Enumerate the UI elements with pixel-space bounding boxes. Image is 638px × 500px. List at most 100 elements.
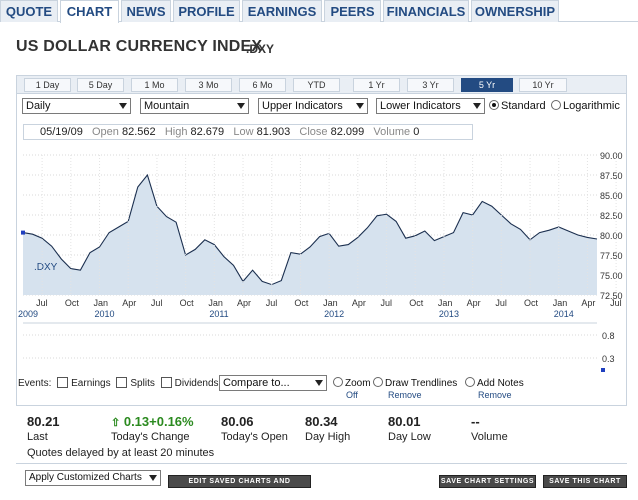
ohlc-readout: 05/19/09 Open 82.562 High 82.679 Low 81.… [23,124,473,140]
apply-charts-select[interactable]: Apply Customized Charts [25,470,161,486]
notes-label: Add Notes [477,378,524,389]
notes-remove-link[interactable]: Remove [478,390,512,400]
tab-bar: QUOTE CHART NEWS PROFILE EARNINGS PEERS … [0,0,638,23]
x-tick-label: Jul [266,298,278,308]
tab-profile[interactable]: PROFILE [173,0,240,22]
x-tick-label: Apr [581,298,595,308]
edit-saved-charts-button[interactable]: EDIT SAVED CHARTS AND SETTINGS [168,475,311,497]
x-tick-label: Oct [294,298,309,308]
save-this-chart-button[interactable]: SAVE THIS CHART [543,475,627,488]
lower-tick-label: 0.3 [602,354,615,364]
range-6mo-button[interactable]: 6 Mo [239,78,286,92]
readout-low: 81.903 [256,126,291,138]
compare-value: Compare to... [223,377,290,389]
x-tick-label: Jul [381,298,393,308]
tab-ownership[interactable]: OWNERSHIP [471,0,559,22]
y-tick-label: 85.00 [600,191,623,201]
x-tick-label: Apr [352,298,366,308]
y-tick-label: 87.50 [600,171,623,181]
chevron-down-icon [356,103,364,109]
change-value: ⇧ 0.13+0.16% [111,414,194,429]
change-label: Today's Change [111,431,190,443]
zoom-toggle[interactable]: Zoom [333,377,371,389]
readout-date: 05/19/09 [40,126,83,138]
low-value: 80.01 [388,414,421,429]
divider [16,463,627,464]
upper-indicators-select[interactable]: Upper Indicators [258,98,368,114]
low-label: Day Low [388,431,431,443]
compare-select[interactable]: Compare to... [219,375,327,391]
trendlines-remove-link[interactable]: Remove [388,390,422,400]
range-10yr-button[interactable]: 10 Yr [519,78,567,92]
x-tick-label: Oct [524,298,539,308]
high-label: Day High [305,431,351,443]
splits-label: Splits [130,378,155,389]
tab-chart[interactable]: CHART [60,0,119,23]
x-tick-label: Oct [65,298,80,308]
chevron-down-icon [315,380,323,386]
lower-indicators-select[interactable]: Lower Indicators [376,98,485,114]
splits-checkbox[interactable] [116,377,128,388]
readout-open: 82.562 [121,126,156,138]
range-5yr-button[interactable]: 5 Yr [461,78,513,92]
readout-close: 82.099 [330,126,365,138]
scale-log-radio[interactable]: Logarithmic [551,100,620,112]
tab-quote[interactable]: QUOTE [0,0,58,22]
frequency-value: Daily [26,100,51,112]
dividends-label: Dividends [174,378,219,389]
readout-open-label: Open [92,126,119,138]
style-select[interactable]: Mountain [140,98,249,114]
y-tick-label: 90.00 [600,151,623,161]
dividends-checkbox[interactable] [160,377,172,388]
x-tick-label: Jan [438,298,453,308]
radio-icon [465,377,475,387]
trendlines-toggle[interactable]: Draw Trendlines [373,377,457,389]
x-tick-label: Jan [94,298,109,308]
lower-tick-label: 0.8 [602,331,615,341]
price-area [23,175,597,295]
range-ytd-button[interactable]: YTD [293,78,340,92]
tab-news[interactable]: NEWS [121,0,171,22]
save-chart-settings-button[interactable]: SAVE CHART SETTINGS [439,475,536,488]
range-1day-button[interactable]: 1 Day [24,78,71,92]
range-1yr-button[interactable]: 1 Yr [353,78,400,92]
y-tick-label: 75.00 [600,271,623,281]
tab-peers[interactable]: PEERS [324,0,381,22]
readout-volume-label: Volume [373,126,411,138]
x-year-label: 2014 [554,309,574,319]
high-value: 80.34 [305,414,338,429]
end-marker [601,368,605,372]
x-tick-label: Jul [151,298,163,308]
x-tick-label: Jan [208,298,223,308]
radio-icon [333,377,343,387]
zoom-off-link[interactable]: Off [346,390,358,400]
price-chart[interactable]: 90.00 87.50 85.00 82.50 80.00 77.50 75.00 72.50… [17,76,626,376]
range-1mo-button[interactable]: 1 Mo [131,78,178,92]
zoom-label: Zoom [345,378,371,389]
range-5day-button[interactable]: 5 Day [77,78,124,92]
x-tick-label: Jan [323,298,338,308]
x-tick-label: Oct [409,298,424,308]
chevron-down-icon [473,103,481,109]
start-marker [21,230,25,235]
radio-icon [373,377,383,387]
change-text: 0.13+0.16% [123,414,194,429]
earnings-label: Earnings [71,378,111,389]
x-tick-label: Apr [467,298,481,308]
earnings-checkbox[interactable] [57,377,69,388]
last-value: 80.21 [27,414,60,429]
apply-charts-value: Apply Customized Charts [29,472,142,483]
radio-selected-icon [489,100,499,110]
readout-high-label: High [164,126,188,138]
frequency-select[interactable]: Daily [22,98,131,114]
scale-standard-radio[interactable]: Standard [489,100,546,112]
tab-financials[interactable]: FINANCIALS [383,0,469,22]
range-3yr-button[interactable]: 3 Yr [407,78,454,92]
trendlines-label: Draw Trendlines [385,378,458,389]
symbol-label: .DXY [246,42,275,56]
notes-toggle[interactable]: Add Notes [465,377,524,389]
tab-earnings[interactable]: EARNINGS [242,0,322,22]
upper-indicators-value: Upper Indicators [262,100,343,112]
range-3mo-button[interactable]: 3 Mo [185,78,232,92]
range-bar: 1 Day 5 Day 1 Mo 3 Mo 6 Mo YTD 1 Yr 3 Yr… [17,76,626,94]
